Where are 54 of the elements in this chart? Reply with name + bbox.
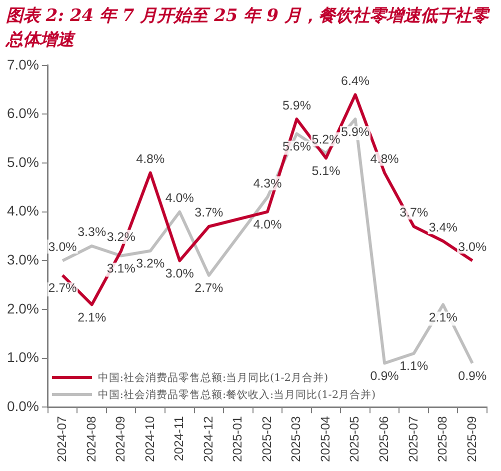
chart-title: 图表 2: 24 年 7 月开始至 25 年 9 月，餐饮社零增速低于社零总体增速 (6, 5, 491, 52)
data-label: 3.0% (458, 240, 487, 254)
x-tick-label: 2024-10 (142, 416, 157, 462)
data-label: 3.2% (136, 256, 165, 271)
x-tick-label: 2025-06 (377, 416, 391, 462)
x-tick-label: 2024-08 (84, 416, 98, 462)
x-tick-label: 2025-02 (260, 416, 274, 462)
y-tick-label: 5.0% (6, 154, 39, 170)
data-label: 3.7% (194, 206, 224, 220)
data-label: 5.6% (282, 139, 311, 154)
y-tick-label: 3.0% (6, 252, 39, 268)
data-label: 0.9% (370, 368, 399, 383)
y-tick-label: 4.0% (6, 202, 39, 219)
x-tick-label: 2024-09 (114, 416, 128, 462)
x-tick-label: 2025-01 (230, 416, 245, 462)
data-label: 3.4% (428, 220, 458, 234)
data-label: 4.8% (136, 152, 165, 166)
data-label: 5.2% (312, 132, 340, 146)
data-label: 4.8% (370, 152, 399, 166)
data-label: 3.0% (165, 266, 194, 280)
y-tick-label: 0.0% (6, 398, 39, 414)
y-tick-label: 6.0% (6, 105, 39, 122)
data-label: 2.7% (194, 281, 224, 296)
data-label: 2.1% (78, 310, 106, 324)
data-label: 0.9% (458, 368, 487, 383)
data-label: 6.4% (341, 74, 370, 88)
legend-label: 中国:社会消费品零售总额:餐饮收入:当月同比(1-2月合并) (98, 388, 376, 402)
data-label: 5.9% (341, 124, 370, 139)
x-tick-label: 2025-03 (289, 416, 304, 462)
x-tick-label: 2025-07 (406, 416, 420, 462)
data-label: 3.1% (106, 261, 136, 276)
x-tick-label: 2025-09 (464, 416, 479, 462)
y-tick-label: 1.0% (6, 349, 39, 366)
data-label: 4.3% (253, 176, 282, 190)
data-label: 3.0% (48, 240, 77, 254)
x-tick-label: 2025-08 (436, 416, 450, 462)
x-tick-label: 2024-11 (172, 416, 186, 462)
x-tick-label: 2025-05 (348, 416, 362, 462)
x-tick-label: 2025-04 (318, 416, 332, 462)
data-label: 3.7% (400, 206, 428, 220)
x-tick-label: 2024-12 (201, 416, 216, 462)
data-label: 5.9% (282, 98, 311, 112)
y-tick-label: 7.0% (6, 56, 39, 72)
data-label: 3.2% (106, 230, 136, 244)
data-label: 4.0% (165, 191, 194, 206)
data-label: 2.1% (428, 310, 458, 324)
data-label: 1.1% (400, 359, 428, 374)
data-label: 2.7% (48, 281, 77, 296)
y-tick-label: 2.0% (6, 300, 39, 316)
data-label: 5.1% (312, 164, 340, 178)
data-label: 4.0% (253, 218, 282, 232)
x-tick-label: 2024-07 (55, 416, 69, 462)
legend-label: 中国:社会消费品零售总额:当月同比(1-2月合并) (98, 370, 328, 385)
data-label: 3.3% (78, 225, 106, 240)
